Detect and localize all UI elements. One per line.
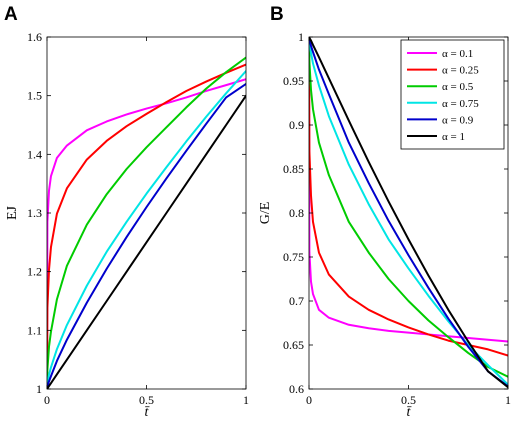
panel-b-x-tick-label: 1 <box>505 393 511 407</box>
panel-b-group: B 0 0.5 1 0.6 0.65 0.7 0.75 0.8 0.85 0.9 0.95 1 t̄ G/E… <box>258 4 511 420</box>
panel-b-y-tick-label: 0.85 <box>283 162 304 176</box>
panel-b-letter: B <box>270 4 284 25</box>
panel-a-series-line-3 <box>47 56 246 389</box>
panel-a-y-tick-label: 1.4 <box>27 147 42 161</box>
panel-b-legend-label-5: α = 0.9 <box>442 114 474 126</box>
panel-b-legend-box <box>400 39 505 150</box>
panel-b-y-tick-label: 0.95 <box>283 74 304 88</box>
panel-b-series-line-5 <box>309 37 508 388</box>
panel-a-y-tick-label: 1.6 <box>27 30 42 44</box>
panel-b-y-axis-label: G/E <box>258 202 273 225</box>
panel-b-x-tick-label: 0.5 <box>401 393 416 407</box>
panel-b-y-tick-label: 0.75 <box>283 250 304 264</box>
panel-b-legend-label-3: α = 0.5 <box>442 81 474 93</box>
panel-b-legend-label-4: α = 0.75 <box>442 98 479 110</box>
panel-b-series-line-3 <box>309 37 508 378</box>
panel-a-group: A 0 0.5 1 1 1.1 1.2 1.3 1.4 1.5 1.6 t̄ EJ <box>4 4 249 420</box>
panel-a-y-tick-label: 1.3 <box>27 206 42 220</box>
panel-b-y-tick-label: 1 <box>298 30 304 44</box>
panel-b-legend-label-2: α = 0.25 <box>442 65 479 77</box>
panel-a-x-tick-label: 0 <box>44 393 50 407</box>
panel-a-plot-area <box>47 37 246 389</box>
panel-a-y-tick-label: 1.1 <box>27 323 42 337</box>
panel-a-y-axis-label: EJ <box>5 205 20 220</box>
panel-b-legend-label-6: α = 1 <box>442 131 465 143</box>
panel-b-x-axis-label: t̄ <box>406 405 412 420</box>
panel-b-x-tick-label: 0 <box>306 393 312 407</box>
panel-a-y-tick-label: 1.5 <box>27 89 42 103</box>
panel-a-series-line-4 <box>47 70 246 389</box>
panel-b-series-line-6 <box>309 37 508 389</box>
panel-a-series-line-1 <box>47 78 246 389</box>
panel-a-series-line-2 <box>47 63 246 389</box>
panel-a-y-tick-label: 1 <box>36 382 42 396</box>
panel-a-x-tick-label: 1 <box>243 393 249 407</box>
panel-b-series-group <box>309 37 508 389</box>
panel-a-letter: A <box>4 4 18 25</box>
panel-b-series-line-2 <box>309 37 508 357</box>
panel-b-legend: α = 0.1 α = 0.25 α = 0.5 α = 0.75 α = 0.9 α =… <box>400 39 505 150</box>
panel-b-y-tick-label: 0.8 <box>289 206 304 220</box>
panel-b-y-tick-label: 0.9 <box>289 118 304 132</box>
panel-b-y-tick-label: 0.6 <box>289 382 304 396</box>
panel-a-x-axis-label: t̄ <box>144 405 150 420</box>
panel-a-x-tick-label: 0.5 <box>139 393 154 407</box>
panel-b-y-tick-label: 0.65 <box>283 338 304 352</box>
panel-a-y-tick-label: 1.2 <box>27 265 42 279</box>
panel-a-series-group <box>47 56 246 389</box>
panel-b-y-tick-label: 0.7 <box>289 294 304 308</box>
panel-a-series-line-6 <box>47 94 246 389</box>
panel-a-series-line-5 <box>47 82 246 389</box>
panel-b-legend-label-1: α = 0.1 <box>442 48 473 60</box>
